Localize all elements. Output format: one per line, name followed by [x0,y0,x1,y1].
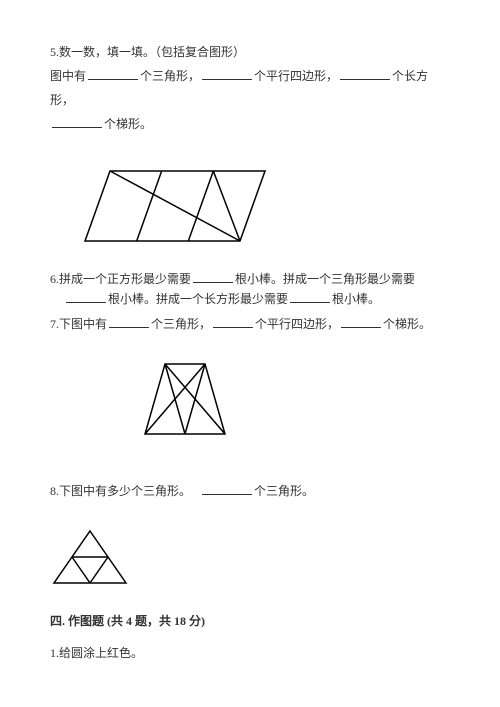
blank[interactable] [109,314,149,328]
q8-num: 8. [50,484,59,498]
q7-line1: 7.下图中有 个三角形， 个平行四边形， 个梯形。 [50,314,450,334]
q7-num: 7. [50,317,59,331]
question-8: 8.下图中有多少个三角形。 个三角形。 [50,479,450,592]
q5-line1: 5.数一数，填一填。（包括复合图形） [50,40,450,64]
s4q1-text: 1.给圆涂上红色。 [50,641,450,665]
q6-d: 根小棒。 [332,292,380,306]
section-4-title: 四. 作图题 (共 4 题，共 18 分) [50,612,450,629]
q7-figure [140,354,450,449]
blank[interactable] [341,314,381,328]
question-6: 6.拼成一个正方形最少需要 根小棒。拼成一个三角形最少需要 根小棒。拼成一个长方形… [50,269,450,310]
blank[interactable] [340,66,390,80]
question-5: 5.数一数，填一填。（包括复合图形） 图中有个三角形，个平行四边形，个长方形， … [50,40,450,251]
triangle-subdiv-icon [50,527,130,587]
q6-line1: 6.拼成一个正方形最少需要 根小棒。拼成一个三角形最少需要 [50,269,450,289]
blank[interactable] [202,481,252,495]
q8-figure [50,527,450,592]
q7-c: 个平行四边形， [255,317,339,331]
s4q1-num: 1. [50,646,59,660]
blank[interactable] [193,269,233,283]
q5-t1: 图中有 [50,69,86,83]
q6-num: 6. [50,272,59,286]
question-7: 7.下图中有 个三角形， 个平行四边形， 个梯形。 [50,314,450,449]
q8-b: 个三角形。 [254,484,314,498]
q7-d: 个梯形。 [383,317,431,331]
blank[interactable] [213,314,253,328]
q8-a: 下图中有多少个三角形。 [59,484,191,498]
parallelogram-icon [80,166,270,246]
q5-line3: 个梯形。 [50,112,450,136]
q5-num: 5. [50,45,59,59]
q6-b: 根小棒。拼成一个三角形最少需要 [235,272,415,286]
q6-line2: 根小棒。拼成一个长方形最少需要 根小棒。 [50,289,450,309]
s4q1-t: 给圆涂上红色。 [59,646,143,660]
q5-figure [80,166,450,251]
s4-question-1: 1.给圆涂上红色。 [50,641,450,665]
q5-t5: 个梯形。 [104,117,152,131]
q6-c: 根小棒。拼成一个长方形最少需要 [108,292,288,306]
blank[interactable] [88,66,138,80]
q7-a: 下图中有 [59,317,107,331]
q5-intro: 数一数，填一填。（包括复合图形） [59,45,245,59]
blank[interactable] [66,289,106,303]
blank[interactable] [290,289,330,303]
star-triangles-icon [140,354,230,444]
q7-b: 个三角形， [151,317,211,331]
q8-line1: 8.下图中有多少个三角形。 个三角形。 [50,479,450,503]
q6-a: 拼成一个正方形最少需要 [59,272,191,286]
blank[interactable] [52,114,102,128]
q5-line2: 图中有个三角形，个平行四边形，个长方形， [50,64,450,112]
q5-t3: 个平行四边形， [254,69,338,83]
blank[interactable] [202,66,252,80]
q5-t2: 个三角形， [140,69,200,83]
